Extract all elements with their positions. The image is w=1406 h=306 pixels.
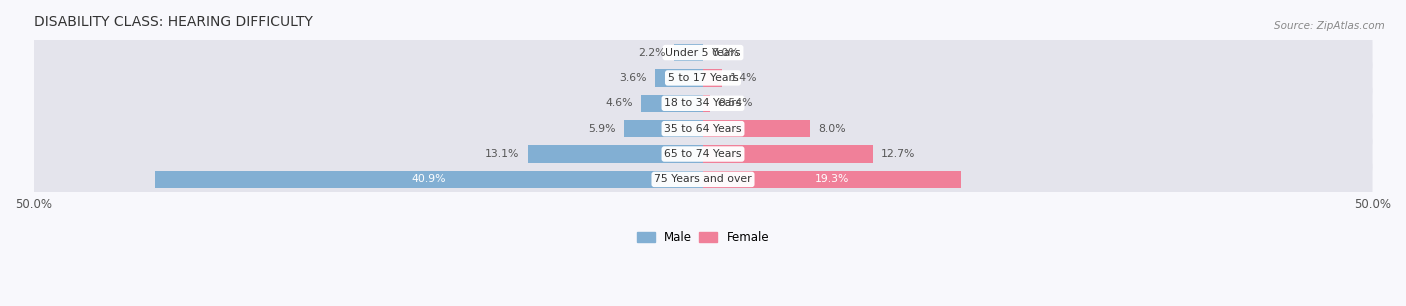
Text: 1.4%: 1.4% — [730, 73, 758, 83]
Bar — [624, 120, 703, 137]
Text: 65 to 74 Years: 65 to 74 Years — [664, 149, 742, 159]
FancyBboxPatch shape — [34, 105, 1372, 152]
FancyBboxPatch shape — [34, 130, 1372, 178]
Text: Source: ZipAtlas.com: Source: ZipAtlas.com — [1274, 21, 1385, 32]
Text: DISABILITY CLASS: HEARING DIFFICULTY: DISABILITY CLASS: HEARING DIFFICULTY — [34, 15, 312, 29]
Text: 35 to 64 Years: 35 to 64 Years — [664, 124, 742, 134]
Bar — [703, 145, 873, 163]
FancyBboxPatch shape — [34, 155, 1372, 203]
Bar — [703, 120, 810, 137]
Bar — [641, 95, 703, 112]
Bar — [527, 145, 703, 163]
Text: 8.0%: 8.0% — [818, 124, 846, 134]
Text: 3.6%: 3.6% — [619, 73, 647, 83]
Text: 13.1%: 13.1% — [485, 149, 520, 159]
FancyBboxPatch shape — [34, 29, 1372, 76]
Text: 19.3%: 19.3% — [815, 174, 849, 185]
FancyBboxPatch shape — [34, 80, 1372, 127]
Text: 2.2%: 2.2% — [638, 47, 665, 58]
Text: 18 to 34 Years: 18 to 34 Years — [664, 98, 742, 108]
Text: 75 Years and over: 75 Years and over — [654, 174, 752, 185]
Legend: Male, Female: Male, Female — [637, 231, 769, 244]
FancyBboxPatch shape — [34, 54, 1372, 102]
Text: 0.0%: 0.0% — [711, 47, 738, 58]
Bar — [703, 69, 721, 87]
Text: 0.54%: 0.54% — [718, 98, 752, 108]
Text: Under 5 Years: Under 5 Years — [665, 47, 741, 58]
Text: 5 to 17 Years: 5 to 17 Years — [668, 73, 738, 83]
Bar — [703, 171, 962, 188]
Bar — [703, 95, 710, 112]
Bar — [655, 69, 703, 87]
Text: 5.9%: 5.9% — [589, 124, 616, 134]
Bar — [673, 44, 703, 61]
Bar — [155, 171, 703, 188]
Text: 40.9%: 40.9% — [412, 174, 447, 185]
Text: 12.7%: 12.7% — [882, 149, 915, 159]
Text: 4.6%: 4.6% — [606, 98, 633, 108]
